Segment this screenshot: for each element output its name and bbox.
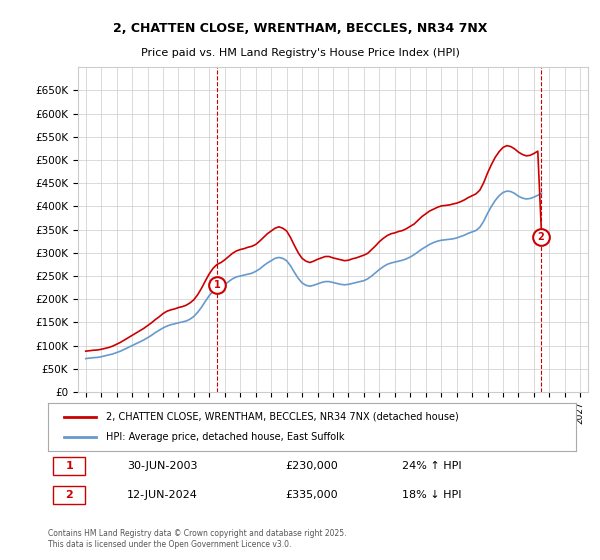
Text: £335,000: £335,000 [286,490,338,500]
Text: 24% ↑ HPI: 24% ↑ HPI [402,461,461,471]
Text: 12-JUN-2024: 12-JUN-2024 [127,490,198,500]
Text: 1: 1 [214,281,220,290]
Text: £230,000: £230,000 [286,461,338,471]
Text: HPI: Average price, detached house, East Suffolk: HPI: Average price, detached house, East… [106,432,344,442]
Text: 2: 2 [65,490,73,500]
Text: 2, CHATTEN CLOSE, WRENTHAM, BECCLES, NR34 7NX (detached house): 2, CHATTEN CLOSE, WRENTHAM, BECCLES, NR3… [106,412,459,422]
Text: 18% ↓ HPI: 18% ↓ HPI [402,490,461,500]
Text: Contains HM Land Registry data © Crown copyright and database right 2025.
This d: Contains HM Land Registry data © Crown c… [48,529,347,549]
Text: 2: 2 [538,232,544,241]
Text: 30-JUN-2003: 30-JUN-2003 [127,461,198,471]
Text: 2, CHATTEN CLOSE, WRENTHAM, BECCLES, NR34 7NX: 2, CHATTEN CLOSE, WRENTHAM, BECCLES, NR3… [113,22,487,35]
FancyBboxPatch shape [53,486,85,504]
Text: 1: 1 [65,461,73,471]
Text: Price paid vs. HM Land Registry's House Price Index (HPI): Price paid vs. HM Land Registry's House … [140,48,460,58]
FancyBboxPatch shape [53,457,85,475]
